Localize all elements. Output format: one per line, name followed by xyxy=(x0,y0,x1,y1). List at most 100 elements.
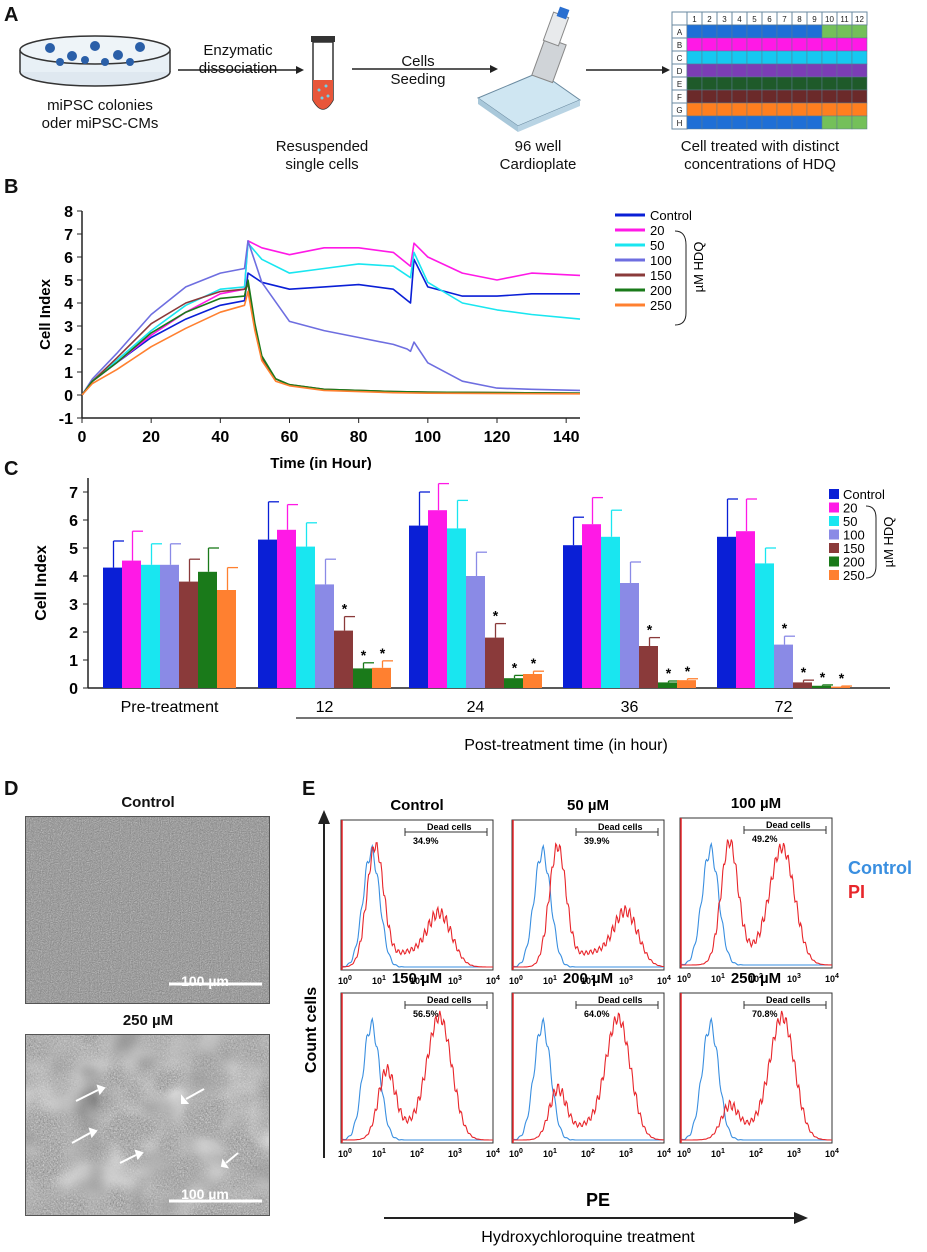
y-axis-label: Cell Index xyxy=(33,545,50,621)
plate-row-label: G xyxy=(676,106,682,115)
y-axis-label: Count cells xyxy=(303,987,320,1073)
histogram-panel: Dead cells 56.5% 100 101 102 103 104 xyxy=(338,992,500,1159)
legend-label: Control xyxy=(843,487,885,502)
plate-well xyxy=(701,63,718,78)
plate-well xyxy=(761,63,778,78)
dead-percent: 39.9% xyxy=(584,836,610,846)
histogram-title: 250 µM xyxy=(731,970,781,987)
plate-well xyxy=(791,50,808,65)
y-tick-label: 6 xyxy=(64,250,73,267)
legend-label: 250 xyxy=(843,568,865,583)
plate-well xyxy=(776,76,793,91)
x-tick-label: 40 xyxy=(211,429,229,446)
significance-marker: * xyxy=(531,655,537,671)
plate-well xyxy=(701,37,718,52)
flow-histograms: Count cells PE Hydroxychloroquine treatmen… xyxy=(303,795,912,1246)
x-tick-label: 104 xyxy=(486,975,500,986)
significance-marker: * xyxy=(342,601,348,617)
panel-letter-d: D xyxy=(4,778,19,800)
legend-label: 200 xyxy=(843,555,865,570)
plate-well xyxy=(821,102,838,117)
gate-label: Dead cells xyxy=(427,995,472,1005)
y-tick-label: 1 xyxy=(69,653,78,670)
bar xyxy=(258,539,277,688)
plate-well xyxy=(836,37,853,52)
y-tick-label: 0 xyxy=(64,388,73,405)
bar xyxy=(466,576,485,688)
plate-well xyxy=(716,89,733,104)
dead-percent: 34.9% xyxy=(413,836,439,846)
bar xyxy=(639,646,658,688)
series-line-200 xyxy=(81,279,581,396)
plate-col-label: 5 xyxy=(752,15,757,24)
plate-row-label: D xyxy=(677,67,683,76)
x-tick-label: 101 xyxy=(372,1148,386,1159)
plate-well xyxy=(761,89,778,104)
control-histogram xyxy=(679,1016,832,1141)
control-histogram xyxy=(511,1016,664,1141)
bar xyxy=(563,545,582,688)
plate-row-label: F xyxy=(677,93,682,102)
scale-bar-bottom: 100 µm xyxy=(181,1186,229,1202)
plate-well xyxy=(806,76,823,91)
bar xyxy=(601,536,620,688)
x-tick-label: 100 xyxy=(338,975,352,986)
plate-well xyxy=(776,37,793,52)
bar xyxy=(122,560,141,688)
micro-top-title: Control xyxy=(121,794,175,811)
plate-well xyxy=(821,76,838,91)
x-tick-label: 103 xyxy=(787,1148,801,1159)
plate-well xyxy=(791,102,808,117)
pi-histogram xyxy=(341,842,493,968)
micro-bottom-title: 250 µM xyxy=(122,1012,174,1029)
arrow-markers xyxy=(71,1084,239,1169)
plate-well xyxy=(821,115,838,130)
y-axis-label: Cell Index xyxy=(37,278,54,350)
pi-histogram xyxy=(680,839,833,966)
legend-label: PI xyxy=(848,882,865,902)
pi-histogram xyxy=(512,842,664,968)
plate-well xyxy=(686,76,703,91)
plate-col-label: 3 xyxy=(722,15,727,24)
plate-well xyxy=(746,89,763,104)
pi-histogram xyxy=(512,1012,665,1141)
bar xyxy=(296,546,315,688)
plate-well xyxy=(776,115,793,130)
plate-well xyxy=(746,24,763,39)
plate-well xyxy=(701,76,718,91)
treatment-label: Hydroxychloroquine treatment xyxy=(481,1229,695,1246)
significance-marker: * xyxy=(839,670,845,686)
series-line-150 xyxy=(81,283,581,396)
bar xyxy=(523,674,542,688)
plate-well xyxy=(836,76,853,91)
legend-label: 250 xyxy=(650,298,672,313)
plate-col-label: 4 xyxy=(737,15,742,24)
category-label: 24 xyxy=(467,699,485,716)
plate-well xyxy=(806,63,823,78)
legend-label: 150 xyxy=(650,268,672,283)
plate-well xyxy=(851,89,868,104)
plate-well xyxy=(776,102,793,117)
plate-well xyxy=(686,63,703,78)
plate-well xyxy=(821,37,838,52)
x-tick-label: 101 xyxy=(372,975,386,986)
legend-label: 20 xyxy=(843,501,857,516)
bar xyxy=(428,510,447,688)
plate-col-label: 9 xyxy=(812,15,817,24)
plate-well xyxy=(746,50,763,65)
histogram-panel: Dead cells 34.9% 100 101 102 103 104 xyxy=(338,819,500,986)
x-tick-label: 103 xyxy=(619,975,633,986)
bar xyxy=(793,682,812,688)
micrograph-control xyxy=(25,816,270,1004)
plate-well xyxy=(851,63,868,78)
bar xyxy=(198,571,217,688)
bar xyxy=(372,667,391,688)
series-line-20 xyxy=(81,240,581,396)
histogram-frame xyxy=(511,819,665,971)
dead-percent: 49.2% xyxy=(752,834,778,844)
significance-marker: * xyxy=(685,663,691,679)
y-tick-label: 7 xyxy=(69,485,78,502)
plate-well xyxy=(836,63,853,78)
